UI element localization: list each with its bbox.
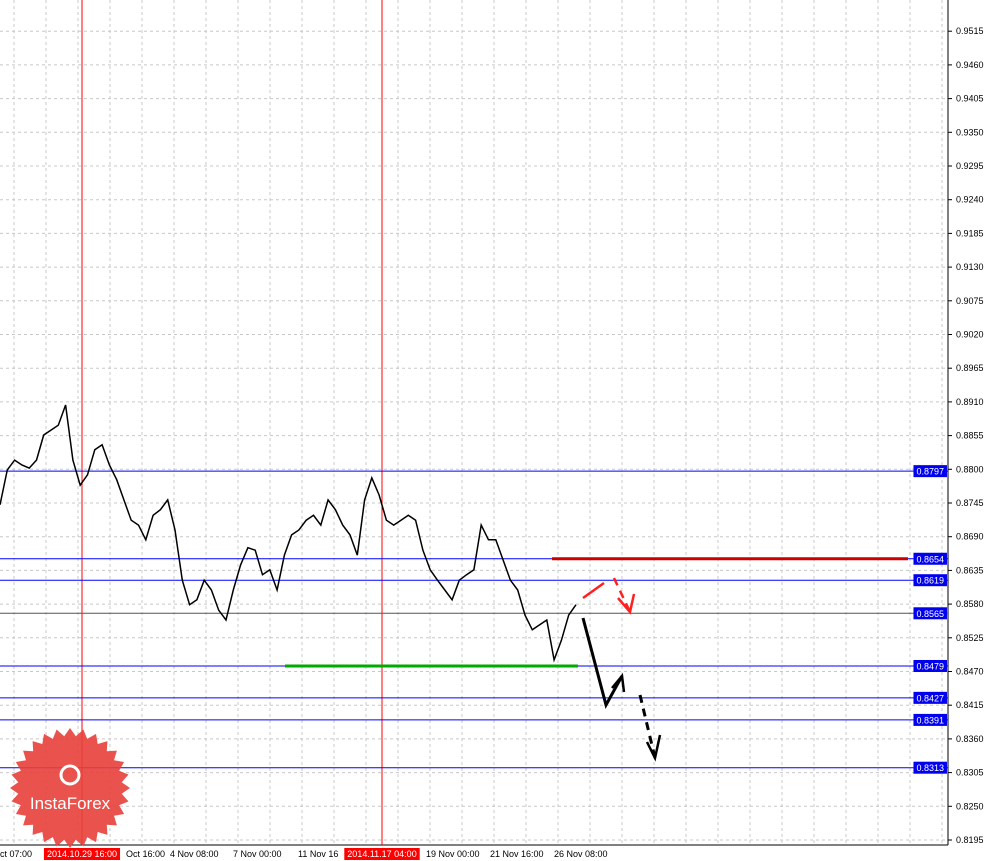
y-tick-label: 0.8305 bbox=[956, 768, 984, 778]
y-tick-label: 0.9240 bbox=[956, 195, 984, 205]
x-tick-label: Oct 16:00 bbox=[126, 849, 165, 859]
level-badge bbox=[913, 465, 947, 478]
price-line bbox=[0, 404, 577, 663]
forecast-arrow-down bbox=[581, 617, 624, 710]
time-marker-badge bbox=[43, 848, 121, 860]
logo-emblem bbox=[59, 764, 81, 786]
x-tick-label: 21 Nov 16:00 bbox=[490, 849, 544, 859]
level-label: 0.8427 bbox=[916, 693, 944, 703]
time-marker-badge bbox=[344, 848, 420, 860]
time-marker-label: 2014.11.17 04:00 bbox=[347, 849, 416, 859]
y-tick-label: 0.8360 bbox=[956, 734, 984, 744]
level-badge bbox=[913, 607, 947, 620]
time-marker: 2014.11.17 04:00 bbox=[344, 848, 420, 860]
y-tick-label: 0.9515 bbox=[956, 26, 984, 36]
level-label: 0.8654 bbox=[916, 554, 944, 564]
level-badge bbox=[913, 761, 947, 774]
y-tick-label: 0.9075 bbox=[956, 296, 984, 306]
y-tick-label: 0.9295 bbox=[956, 161, 984, 171]
level-label: 0.8479 bbox=[916, 661, 944, 671]
x-tick-label: 7 Nov 00:00 bbox=[233, 849, 282, 859]
logo-text: InstaForex bbox=[29, 794, 111, 813]
y-tick-label: 0.8855 bbox=[956, 431, 984, 441]
level-label: 0.8565 bbox=[916, 609, 944, 619]
y-tick-label: 0.8470 bbox=[956, 667, 984, 677]
y-tick-label: 0.9020 bbox=[956, 330, 984, 340]
alt-forecast-arrow-up bbox=[582, 581, 605, 600]
y-tick-label: 0.9405 bbox=[956, 94, 984, 104]
forecast-arrowhead bbox=[611, 672, 626, 693]
level-badge bbox=[913, 659, 947, 672]
logo-starburst-icon bbox=[10, 728, 130, 848]
instaforex-logo: InstaForex bbox=[10, 728, 130, 848]
time-marker-label: 2014.10.29 16:00 bbox=[47, 849, 117, 859]
level-label: 0.8619 bbox=[916, 576, 944, 586]
y-tick-label: 0.8580 bbox=[956, 599, 984, 609]
x-tick-label: 11 Nov 16 bbox=[298, 849, 338, 859]
level-badge bbox=[913, 713, 947, 726]
y-tick-label: 0.8415 bbox=[956, 700, 984, 710]
alt-forecast-arrowhead bbox=[617, 593, 636, 615]
x-tick-label: 4 Nov 08:00 bbox=[170, 849, 219, 859]
y-tick-label: 0.8250 bbox=[956, 801, 984, 811]
x-tick-label: 19 Nov 00:00 bbox=[426, 849, 480, 859]
y-tick-label: 0.9130 bbox=[956, 262, 984, 272]
forecast-arrowhead bbox=[645, 734, 662, 762]
level-badge bbox=[913, 552, 947, 565]
y-tick-label: 0.9460 bbox=[956, 60, 984, 70]
y-tick-label: 0.8195 bbox=[956, 835, 984, 845]
level-badge bbox=[913, 574, 947, 587]
x-tick-label: 26 Nov 08:00 bbox=[554, 849, 608, 859]
level-badge bbox=[913, 691, 947, 704]
x-tick-label: ct 07:00 bbox=[0, 849, 32, 859]
y-tick-label: 0.8690 bbox=[956, 532, 984, 542]
y-tick-label: 0.8800 bbox=[956, 464, 984, 474]
y-tick-label: 0.8635 bbox=[956, 565, 984, 575]
time-marker: 2014.10.29 16:00 bbox=[43, 848, 121, 860]
y-tick-label: 0.8745 bbox=[956, 498, 984, 508]
forecast-arrow-dashed bbox=[638, 694, 657, 759]
y-tick-label: 0.8525 bbox=[956, 633, 984, 643]
level-label: 0.8313 bbox=[916, 763, 944, 773]
y-tick-label: 0.8965 bbox=[956, 363, 984, 373]
level-label: 0.8797 bbox=[916, 467, 944, 477]
level-label: 0.8391 bbox=[916, 715, 944, 725]
y-tick-label: 0.9185 bbox=[956, 228, 984, 238]
y-tick-label: 0.8910 bbox=[956, 397, 984, 407]
alt-forecast-arrow-dashed bbox=[612, 577, 632, 613]
y-tick-label: 0.9350 bbox=[956, 127, 984, 137]
logo-burst bbox=[10, 728, 130, 848]
